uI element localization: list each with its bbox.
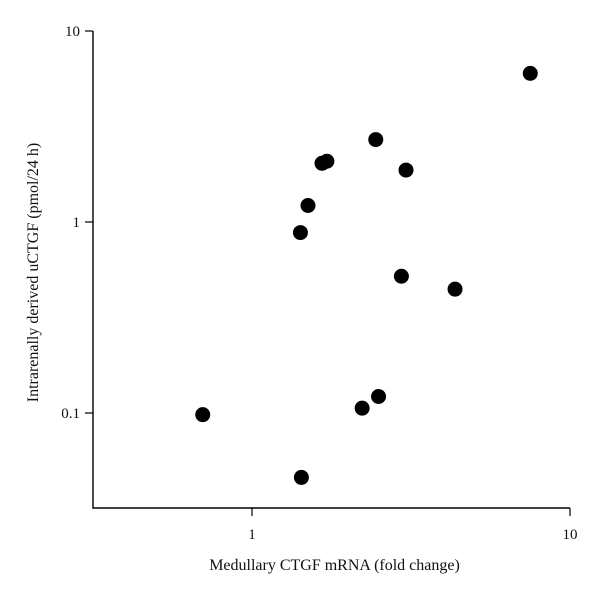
data-point — [354, 400, 370, 416]
x-tick-label: 10 — [563, 527, 578, 543]
y-tick-label: 10 — [65, 24, 80, 40]
data-point — [371, 389, 387, 405]
y-axis-ticks: 0.1 1 10 — [61, 24, 93, 422]
data-point — [293, 469, 309, 485]
data-point — [398, 162, 414, 178]
data-point — [195, 407, 211, 423]
data-point — [368, 132, 384, 148]
x-tick-label: 1 — [248, 527, 256, 543]
data-point — [393, 268, 409, 284]
data-point — [314, 155, 330, 171]
y-tick-label: 1 — [73, 215, 81, 231]
x-axis-title: Medullary CTGF mRNA (fold change) — [209, 557, 460, 574]
y-tick-label: 0.1 — [61, 406, 80, 422]
x-axis-ticks: 1 10 — [248, 508, 578, 543]
y-axis-title: Intrarenally derived uCTGF (pmol/24 h) — [25, 143, 42, 403]
data-points — [195, 65, 538, 485]
data-point — [522, 65, 538, 81]
axes — [92, 31, 570, 509]
data-point — [300, 198, 316, 214]
data-point — [447, 281, 463, 297]
data-point — [292, 225, 308, 241]
axis-frame — [92, 31, 570, 509]
